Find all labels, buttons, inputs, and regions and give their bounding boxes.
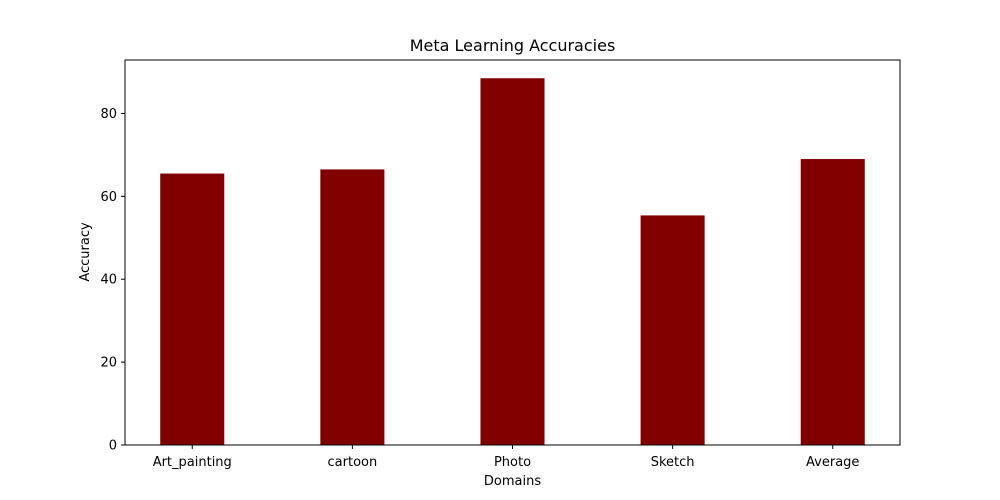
bar-average	[800, 159, 865, 446]
x-tick-label: Average	[806, 455, 859, 470]
plot-area-frame	[124, 59, 901, 446]
bars-layer	[160, 78, 865, 446]
y-tick-label: 80	[100, 107, 117, 122]
y-tick-label: 60	[100, 190, 117, 205]
ticks-layer: Art_painting cartoon Photo Sketch Average 0 20…	[100, 107, 859, 470]
bar-sketch	[640, 215, 705, 445]
x-tick-label: Sketch	[651, 455, 695, 470]
bar-art-painting	[160, 173, 225, 446]
chart-title: Meta Learning Accuracies	[410, 36, 616, 55]
y-axis-label: Accuracy	[78, 222, 93, 282]
x-tick-label: Photo	[494, 455, 531, 470]
y-tick-label: 0	[109, 439, 117, 454]
y-tick-label: 20	[100, 356, 117, 371]
x-tick-label: cartoon	[328, 455, 378, 470]
x-axis-label: Domains	[484, 474, 541, 489]
bar-cartoon	[320, 169, 385, 445]
x-tick-label: Art_painting	[153, 455, 232, 470]
y-tick-label: 40	[100, 273, 117, 288]
bar-photo	[480, 78, 545, 445]
